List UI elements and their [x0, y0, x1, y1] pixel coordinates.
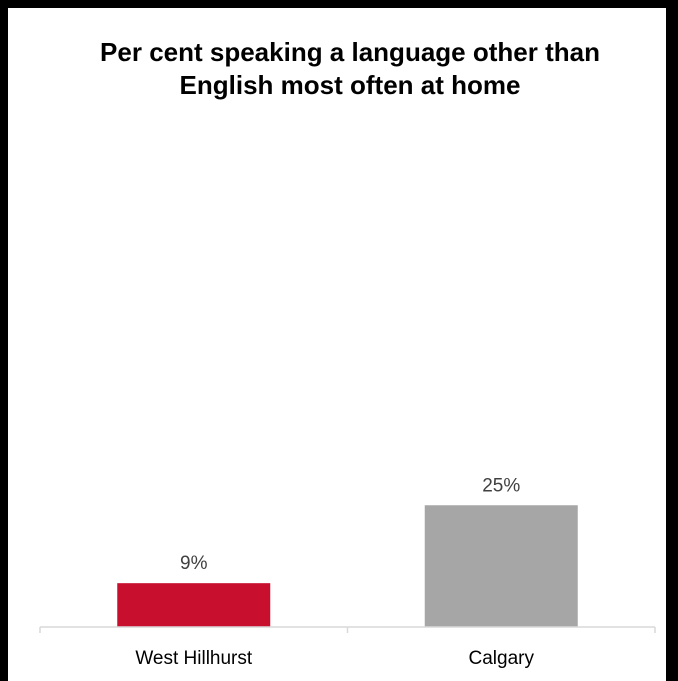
bar-west-hillhurst — [117, 583, 271, 627]
chart-title: Per cent speaking a language other than … — [100, 37, 600, 100]
category-label: Calgary — [469, 648, 535, 669]
category-label: West Hillhurst — [135, 648, 253, 669]
chart-marks: 9% West Hillhurst 25% Calgary — [39, 475, 656, 669]
bar-calgary — [424, 505, 578, 627]
data-label: 25% — [482, 475, 520, 496]
data-label: 9% — [180, 553, 208, 574]
